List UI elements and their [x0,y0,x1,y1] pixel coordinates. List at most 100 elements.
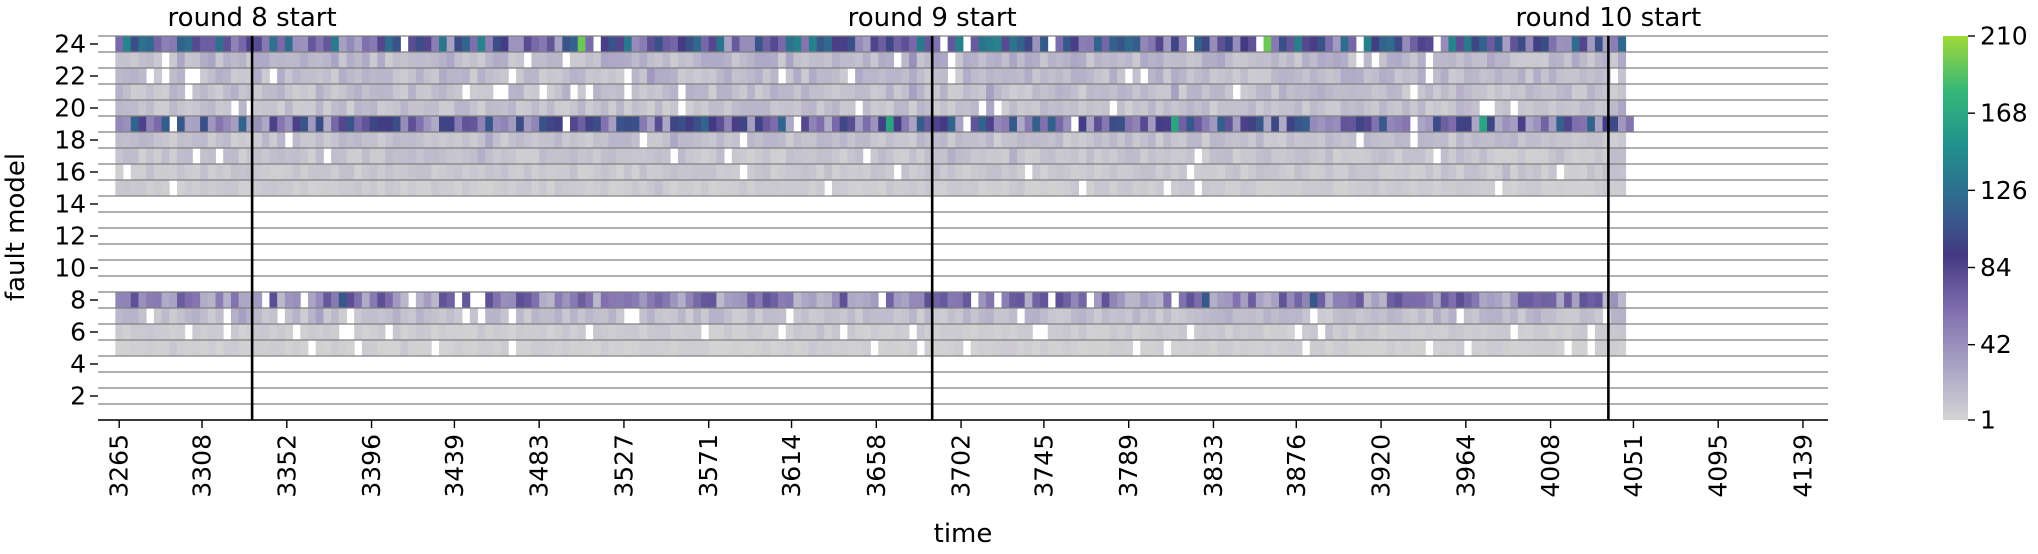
heatmap-cell [963,308,972,324]
heatmap-cell [623,164,633,180]
heatmap-cell [832,100,841,116]
heatmap-cell [1517,308,1526,324]
heatmap-cell [1440,132,1449,148]
heatmap-cell [1548,68,1557,84]
heatmap-cell [477,180,486,196]
heatmap-cell [824,116,833,132]
heatmap-cell [1040,308,1049,324]
heatmap-cell [1263,324,1272,340]
heatmap-cell [701,100,710,116]
heatmap-cell [153,36,162,52]
heatmap-cell [423,116,432,132]
heatmap-cell [554,292,563,308]
heatmap-cell [1240,84,1249,100]
heatmap-cell [693,52,702,68]
heatmap-cell [785,132,794,148]
heatmap-cell [1463,180,1472,196]
heatmap-cell [1502,100,1511,116]
heatmap-cell [1440,36,1449,52]
x-tick-label: 4051 [1619,434,1648,498]
heatmap-cell [1363,68,1372,84]
heatmap-cell [631,116,640,132]
heatmap-cell [1101,148,1110,164]
heatmap-cell [562,68,571,84]
heatmap-cell [277,292,286,308]
heatmap-cell [539,308,548,324]
heatmap-cell [1124,164,1133,180]
heatmap-cell [569,68,579,84]
heatmap-cell [808,52,817,68]
heatmap-cell [647,164,656,180]
heatmap-cell [1117,180,1126,196]
heatmap-cell [176,292,186,308]
heatmap-cell [292,180,301,196]
heatmap-cell [485,180,494,196]
heatmap-cell [1479,68,1488,84]
heatmap-cell [1456,52,1465,68]
heatmap-cell [1016,164,1026,180]
heatmap-cell [1587,132,1596,148]
heatmap-cell [1271,84,1280,100]
heatmap-cell [1440,148,1449,164]
heatmap-cell [1340,148,1349,164]
heatmap-cell [639,52,648,68]
heatmap-cell [1556,340,1565,356]
heatmap-cell [300,340,309,356]
heatmap-cell [1024,132,1033,148]
heatmap-cell [485,116,494,132]
y-tick-label: 20 [54,94,86,123]
heatmap-cell [1016,132,1026,148]
heatmap-cell [847,340,856,356]
heatmap-cell [1579,308,1588,324]
heatmap-cell [762,148,771,164]
heatmap-cell [677,340,686,356]
heatmap-cell [1602,52,1611,68]
heatmap-cell [1456,340,1465,356]
heatmap-cell [893,100,902,116]
heatmap-cell [585,308,594,324]
heatmap-cell [1278,148,1288,164]
heatmap-cell [939,116,948,132]
heatmap-cell [523,68,532,84]
heatmap-cell [361,84,371,100]
heatmap-cell [1217,308,1226,324]
heatmap-cell [1494,68,1503,84]
heatmap-cell [192,132,201,148]
heatmap-cell [492,52,502,68]
heatmap-cell [1425,164,1434,180]
heatmap-cell [901,100,910,116]
heatmap-cell [608,36,617,52]
heatmap-cell [1302,164,1311,180]
heatmap-cell [616,180,625,196]
heatmap-cell [153,84,162,100]
heatmap-cell [523,180,532,196]
heatmap-cell [724,68,733,84]
heatmap-cell [1132,324,1141,340]
heatmap-cell [1494,84,1503,100]
heatmap-cell [801,36,810,52]
heatmap-cell [1248,180,1257,196]
heatmap-cell [1618,180,1627,196]
heatmap-cell [492,292,502,308]
heatmap-cell [1548,36,1557,52]
heatmap-cell [446,52,455,68]
heatmap-cell [808,100,817,116]
heatmap-cell [1155,52,1164,68]
heatmap-cell [1009,84,1018,100]
heatmap-cell [377,180,386,196]
heatmap-cell [970,180,979,196]
heatmap-cell [839,52,848,68]
heatmap-cell [462,100,471,116]
heatmap-cell [893,340,902,356]
heatmap-cell [1594,68,1603,84]
heatmap-cell [747,308,756,324]
heatmap-cell [1309,68,1318,84]
heatmap-cell [531,84,540,100]
heatmap-cell [1386,180,1395,196]
heatmap-cell [1147,180,1157,196]
heatmap-cell [754,180,764,196]
heatmap-cell [924,36,933,52]
heatmap-cell [1440,84,1449,100]
heatmap-cell [1571,292,1580,308]
heatmap-cell [693,68,702,84]
